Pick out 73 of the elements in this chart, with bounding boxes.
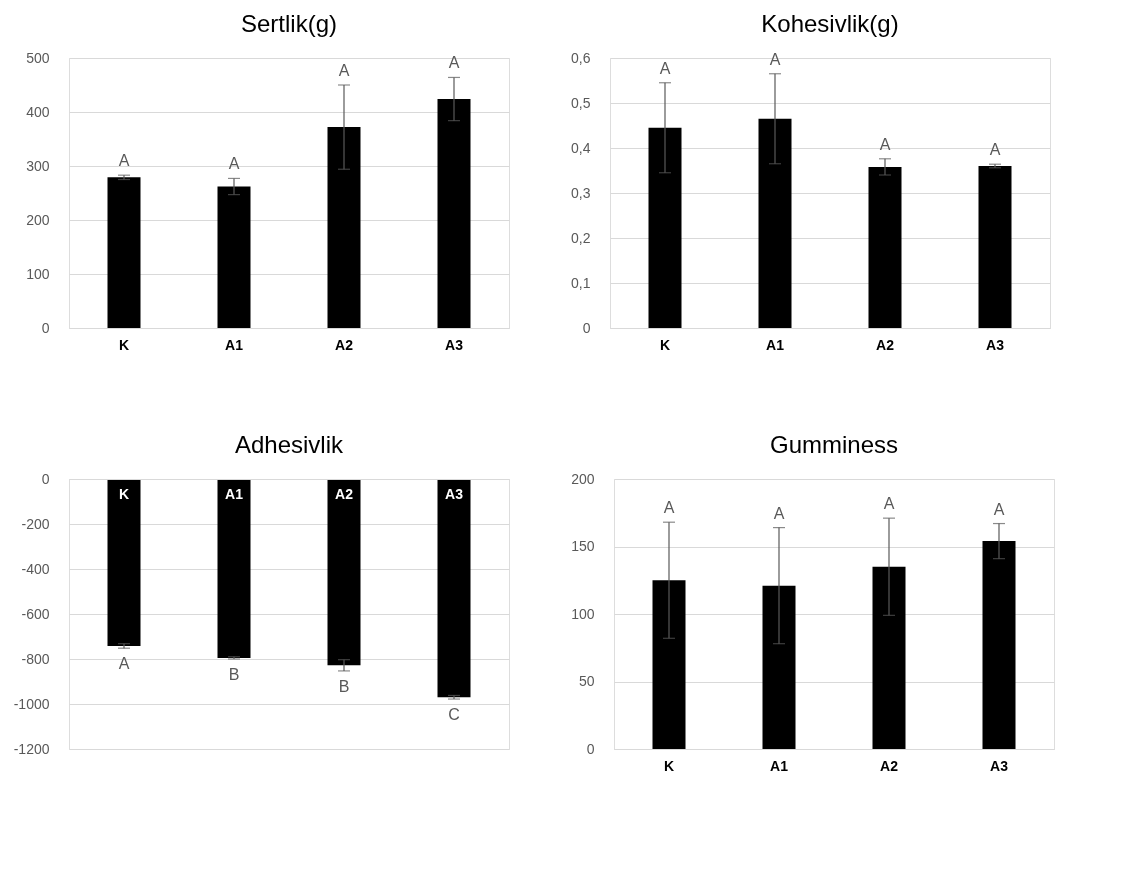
chart-title: Kohesivlik(g) [761,10,899,37]
y-tick-label: 200 [26,211,50,228]
x-tick-label: A3 [986,336,1005,353]
x-tick-label: K [659,336,671,353]
y-tick-label: -200 [21,515,50,532]
bar [758,118,792,328]
y-tick-label: 0 [41,470,50,487]
x-tick-label: A3 [445,336,464,353]
chart-title: Adhesivlik [234,431,345,458]
bar [217,186,251,328]
annotation: A [118,152,130,170]
y-tick-label: 200 [571,470,595,487]
x-tick-label: A2 [876,336,895,353]
x-tick-label: A3 [990,757,1009,774]
y-tick-label: 50 [578,673,595,689]
x-tick-label: A1 [770,757,789,774]
y-tick-label: 150 [571,538,595,554]
y-tick-label: -800 [21,650,50,667]
bar [872,566,906,749]
x-tick-label: A2 [335,485,354,502]
bar [327,127,361,328]
annotation: A [448,54,460,72]
y-tick-label: 0,3 [571,184,591,201]
x-tick-label: K [118,485,130,502]
annotation: A [769,50,781,68]
bar [868,166,902,328]
y-tick-label: 0,5 [571,94,591,111]
bar [107,177,141,328]
y-tick-label: 100 [571,605,595,622]
x-tick-label: A2 [880,757,899,774]
annotation: A [228,155,240,173]
annotation: A [883,495,895,513]
annotation: C [448,706,460,724]
bar [648,127,682,328]
annotation: A [659,59,671,77]
annotation: B [338,677,350,695]
annotation: A [118,655,130,673]
y-tick-label: 0,6 [571,49,591,66]
x-tick-label: A2 [335,336,354,353]
annotation: B [228,666,240,683]
x-tick-label: A1 [225,336,244,353]
y-tick-label: -600 [21,605,50,622]
x-tick-label: A3 [445,485,464,502]
x-tick-label: A1 [766,336,785,353]
y-tick-label: -400 [21,560,50,577]
chart-title: Sertlik(g) [240,10,338,37]
y-tick-label: 0,2 [571,229,591,246]
bar [652,580,686,749]
annotation: A [773,504,785,522]
annotation: A [338,62,350,79]
y-tick-label: 400 [26,103,50,120]
annotation: A [993,500,1005,518]
annotation: A [663,499,675,517]
annotation: A [989,141,1001,159]
bar [437,99,471,328]
x-tick-label: K [663,757,675,774]
y-tick-label: -1000 [13,695,50,712]
y-tick-label: 0 [586,740,595,757]
x-tick-label: K [118,336,130,353]
chart-title: Gumminess [769,431,899,458]
x-tick-label: A1 [225,485,244,502]
y-tick-label: 100 [26,265,50,282]
y-tick-label: 500 [26,49,50,66]
annotation: A [879,135,891,153]
y-tick-label: 0,4 [571,139,591,156]
y-tick-label: 300 [26,157,50,174]
y-tick-label: -1200 [13,740,50,757]
y-tick-label: 0 [41,319,50,336]
y-tick-label: 0,1 [571,274,591,291]
bar [762,585,796,749]
bar [982,541,1016,749]
y-tick-label: 0 [582,319,591,336]
bar [978,166,1012,328]
